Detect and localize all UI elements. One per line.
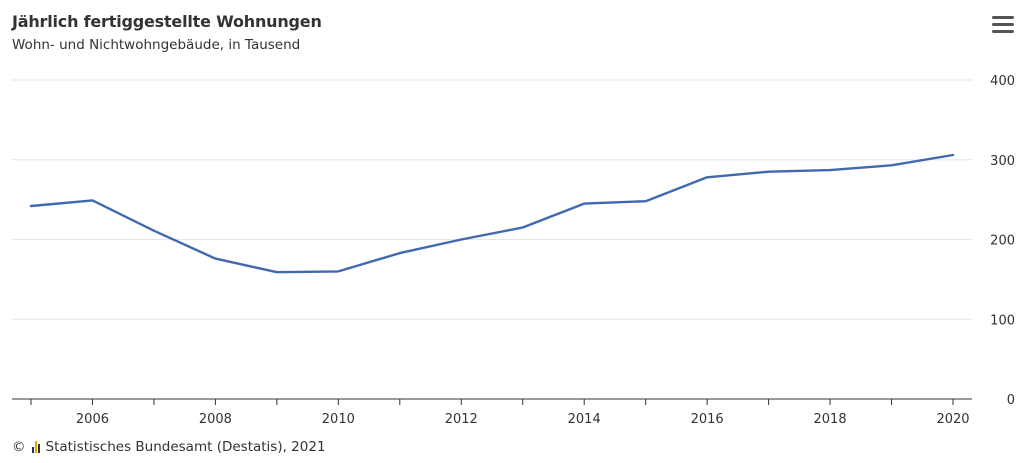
y-tick-label: 400 [990, 74, 1015, 89]
x-tick-label: 2008 [199, 412, 232, 427]
x-tick-label: 2020 [936, 412, 969, 427]
x-tick-label: 2012 [445, 412, 478, 427]
chart-subtitle: Wohn- und Nichtwohngebäude, in Tausend [12, 37, 301, 53]
y-tick-label: 300 [990, 154, 1015, 169]
y-tick-label: 100 [990, 313, 1015, 328]
chart-title: Jährlich fertiggestellte Wohnungen [12, 12, 322, 31]
destatis-logo-icon [31, 441, 40, 453]
hamburger-menu-icon[interactable] [992, 16, 1014, 34]
x-tick-label: 2014 [568, 412, 601, 427]
x-tick-label: 2006 [76, 412, 109, 427]
series-line [29, 153, 955, 274]
y-tick-label: 200 [990, 234, 1015, 249]
x-tick-label: 2016 [691, 412, 724, 427]
x-axis-ticks: 2006 2008 2010 2012 2014 2016 2018 2020 [76, 412, 970, 427]
source-footer: © Statistisches Bundesamt (Destatis), 20… [12, 439, 326, 455]
x-tick-label: 2010 [322, 412, 355, 427]
y-axis-ticks: 0 100 200 300 400 [990, 74, 1015, 408]
series-lines [29, 153, 955, 274]
x-tick-label: 2018 [814, 412, 847, 427]
x-axis [12, 398, 972, 405]
copyright-symbol: © [12, 439, 26, 455]
source-text: Statistisches Bundesamt (Destatis), 2021 [45, 439, 326, 455]
grid-lines [12, 79, 972, 320]
y-tick-label: 0 [1007, 393, 1015, 408]
